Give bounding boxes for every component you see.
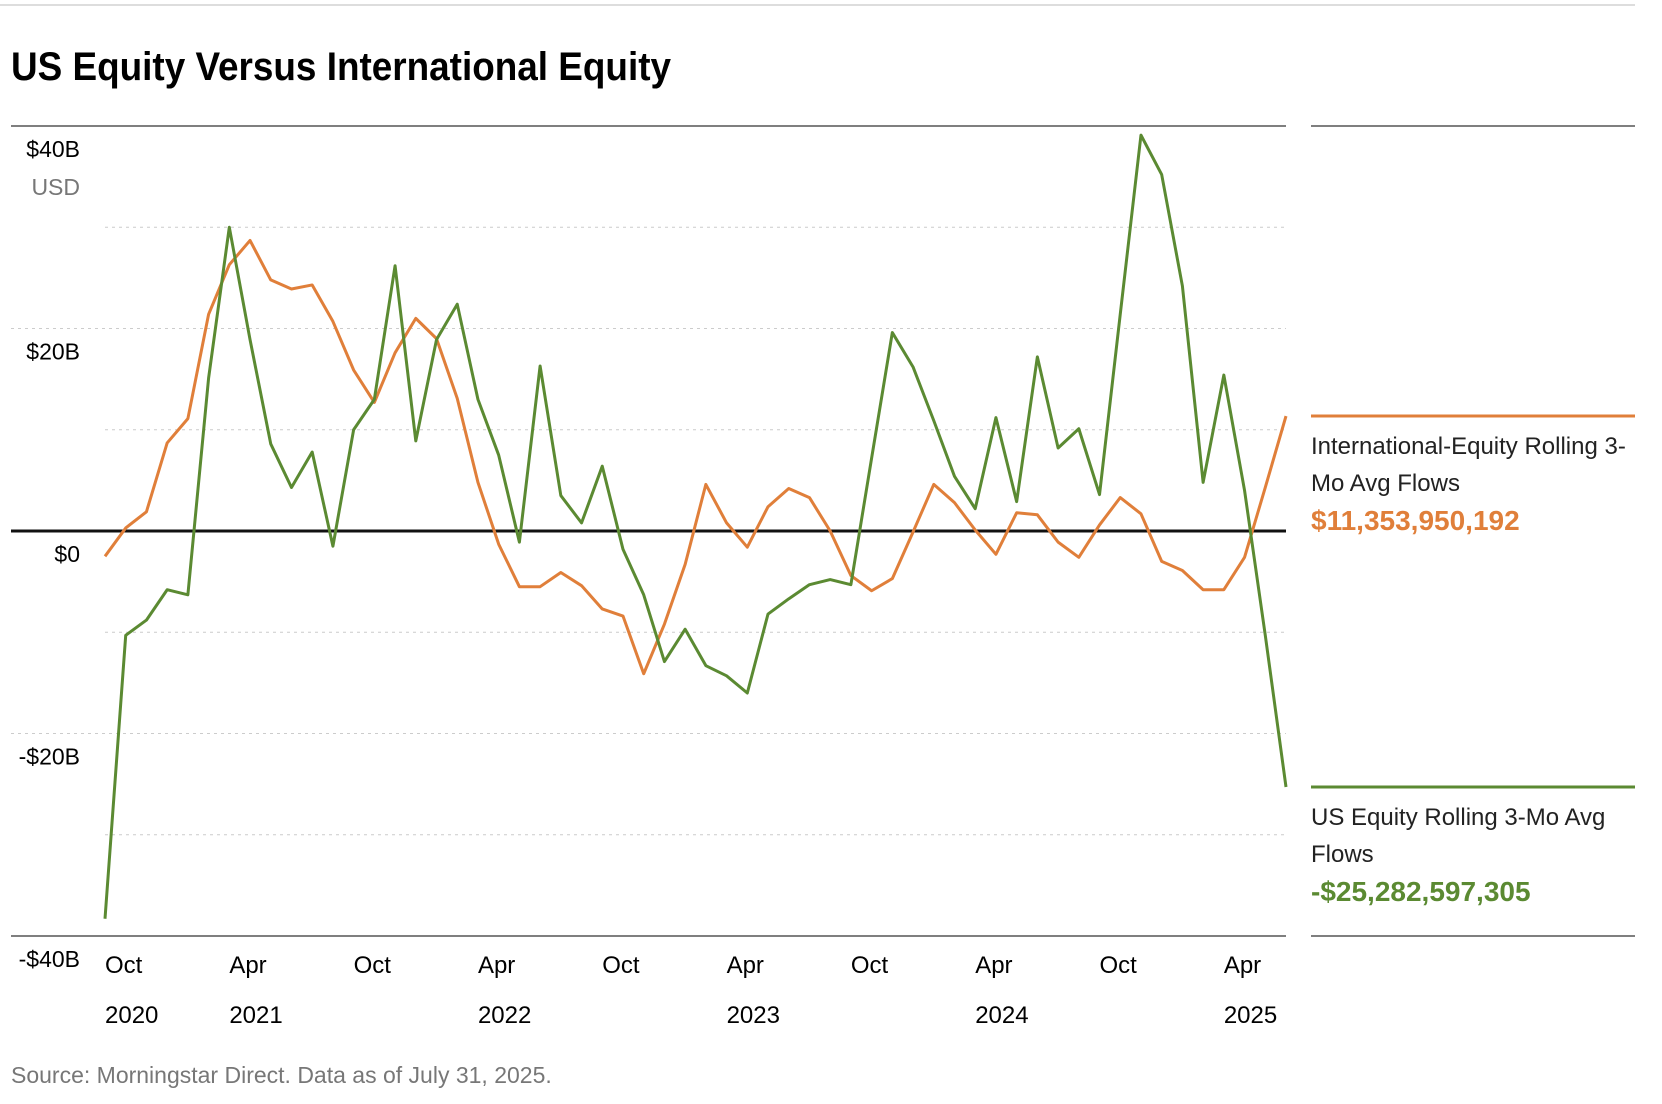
x-tick-label: Oct xyxy=(105,952,143,979)
x-tick-year: 2024 xyxy=(975,1002,1028,1029)
x-tick-label: Apr xyxy=(1224,952,1261,979)
x-tick-year: 2022 xyxy=(478,1002,531,1029)
x-tick-label: Apr xyxy=(229,952,266,979)
x-tick-year: 2025 xyxy=(1224,1002,1277,1029)
y-tick-label: -$40B xyxy=(19,946,80,972)
last-value-label: -$25,282,597,305 xyxy=(1311,875,1531,907)
y-tick-label: $40B xyxy=(26,136,80,162)
y-tick-label: $0 xyxy=(54,541,80,567)
x-tick-label: Apr xyxy=(478,952,515,979)
x-tick-label: Apr xyxy=(727,952,764,979)
x-tick-label: Oct xyxy=(602,952,640,979)
y-tick-label: -$20B xyxy=(19,744,80,770)
series-line xyxy=(103,133,1288,919)
x-tick-year: 2021 xyxy=(229,1002,282,1029)
x-tick-year: 2023 xyxy=(727,1002,780,1029)
x-tick-label: Oct xyxy=(354,952,392,979)
x-tick-year: 2020 xyxy=(105,1002,158,1029)
y-tick-label: $20B xyxy=(26,339,80,365)
series-line xyxy=(103,238,1288,676)
legend-entry: International-Equity Rolling 3-Mo Avg Fl… xyxy=(1311,428,1629,540)
chart-title: US Equity Versus International Equity xyxy=(11,45,672,89)
legend-entry: US Equity Rolling 3-Mo Avg Flows -$25,282… xyxy=(1311,799,1629,911)
x-tick-label: Apr xyxy=(975,952,1012,979)
legend-name: US Equity Rolling 3-Mo Avg Flows xyxy=(1311,803,1606,868)
legend-name: International-Equity Rolling 3-Mo Avg Fl… xyxy=(1311,433,1626,498)
y-unit: USD xyxy=(31,174,80,200)
x-tick-label: Oct xyxy=(851,952,889,979)
x-tick-label: Oct xyxy=(1100,952,1138,979)
source: Source: Morningstar Direct. Data as of J… xyxy=(11,1062,552,1088)
last-value-label: $11,353,950,192 xyxy=(1311,505,1520,537)
